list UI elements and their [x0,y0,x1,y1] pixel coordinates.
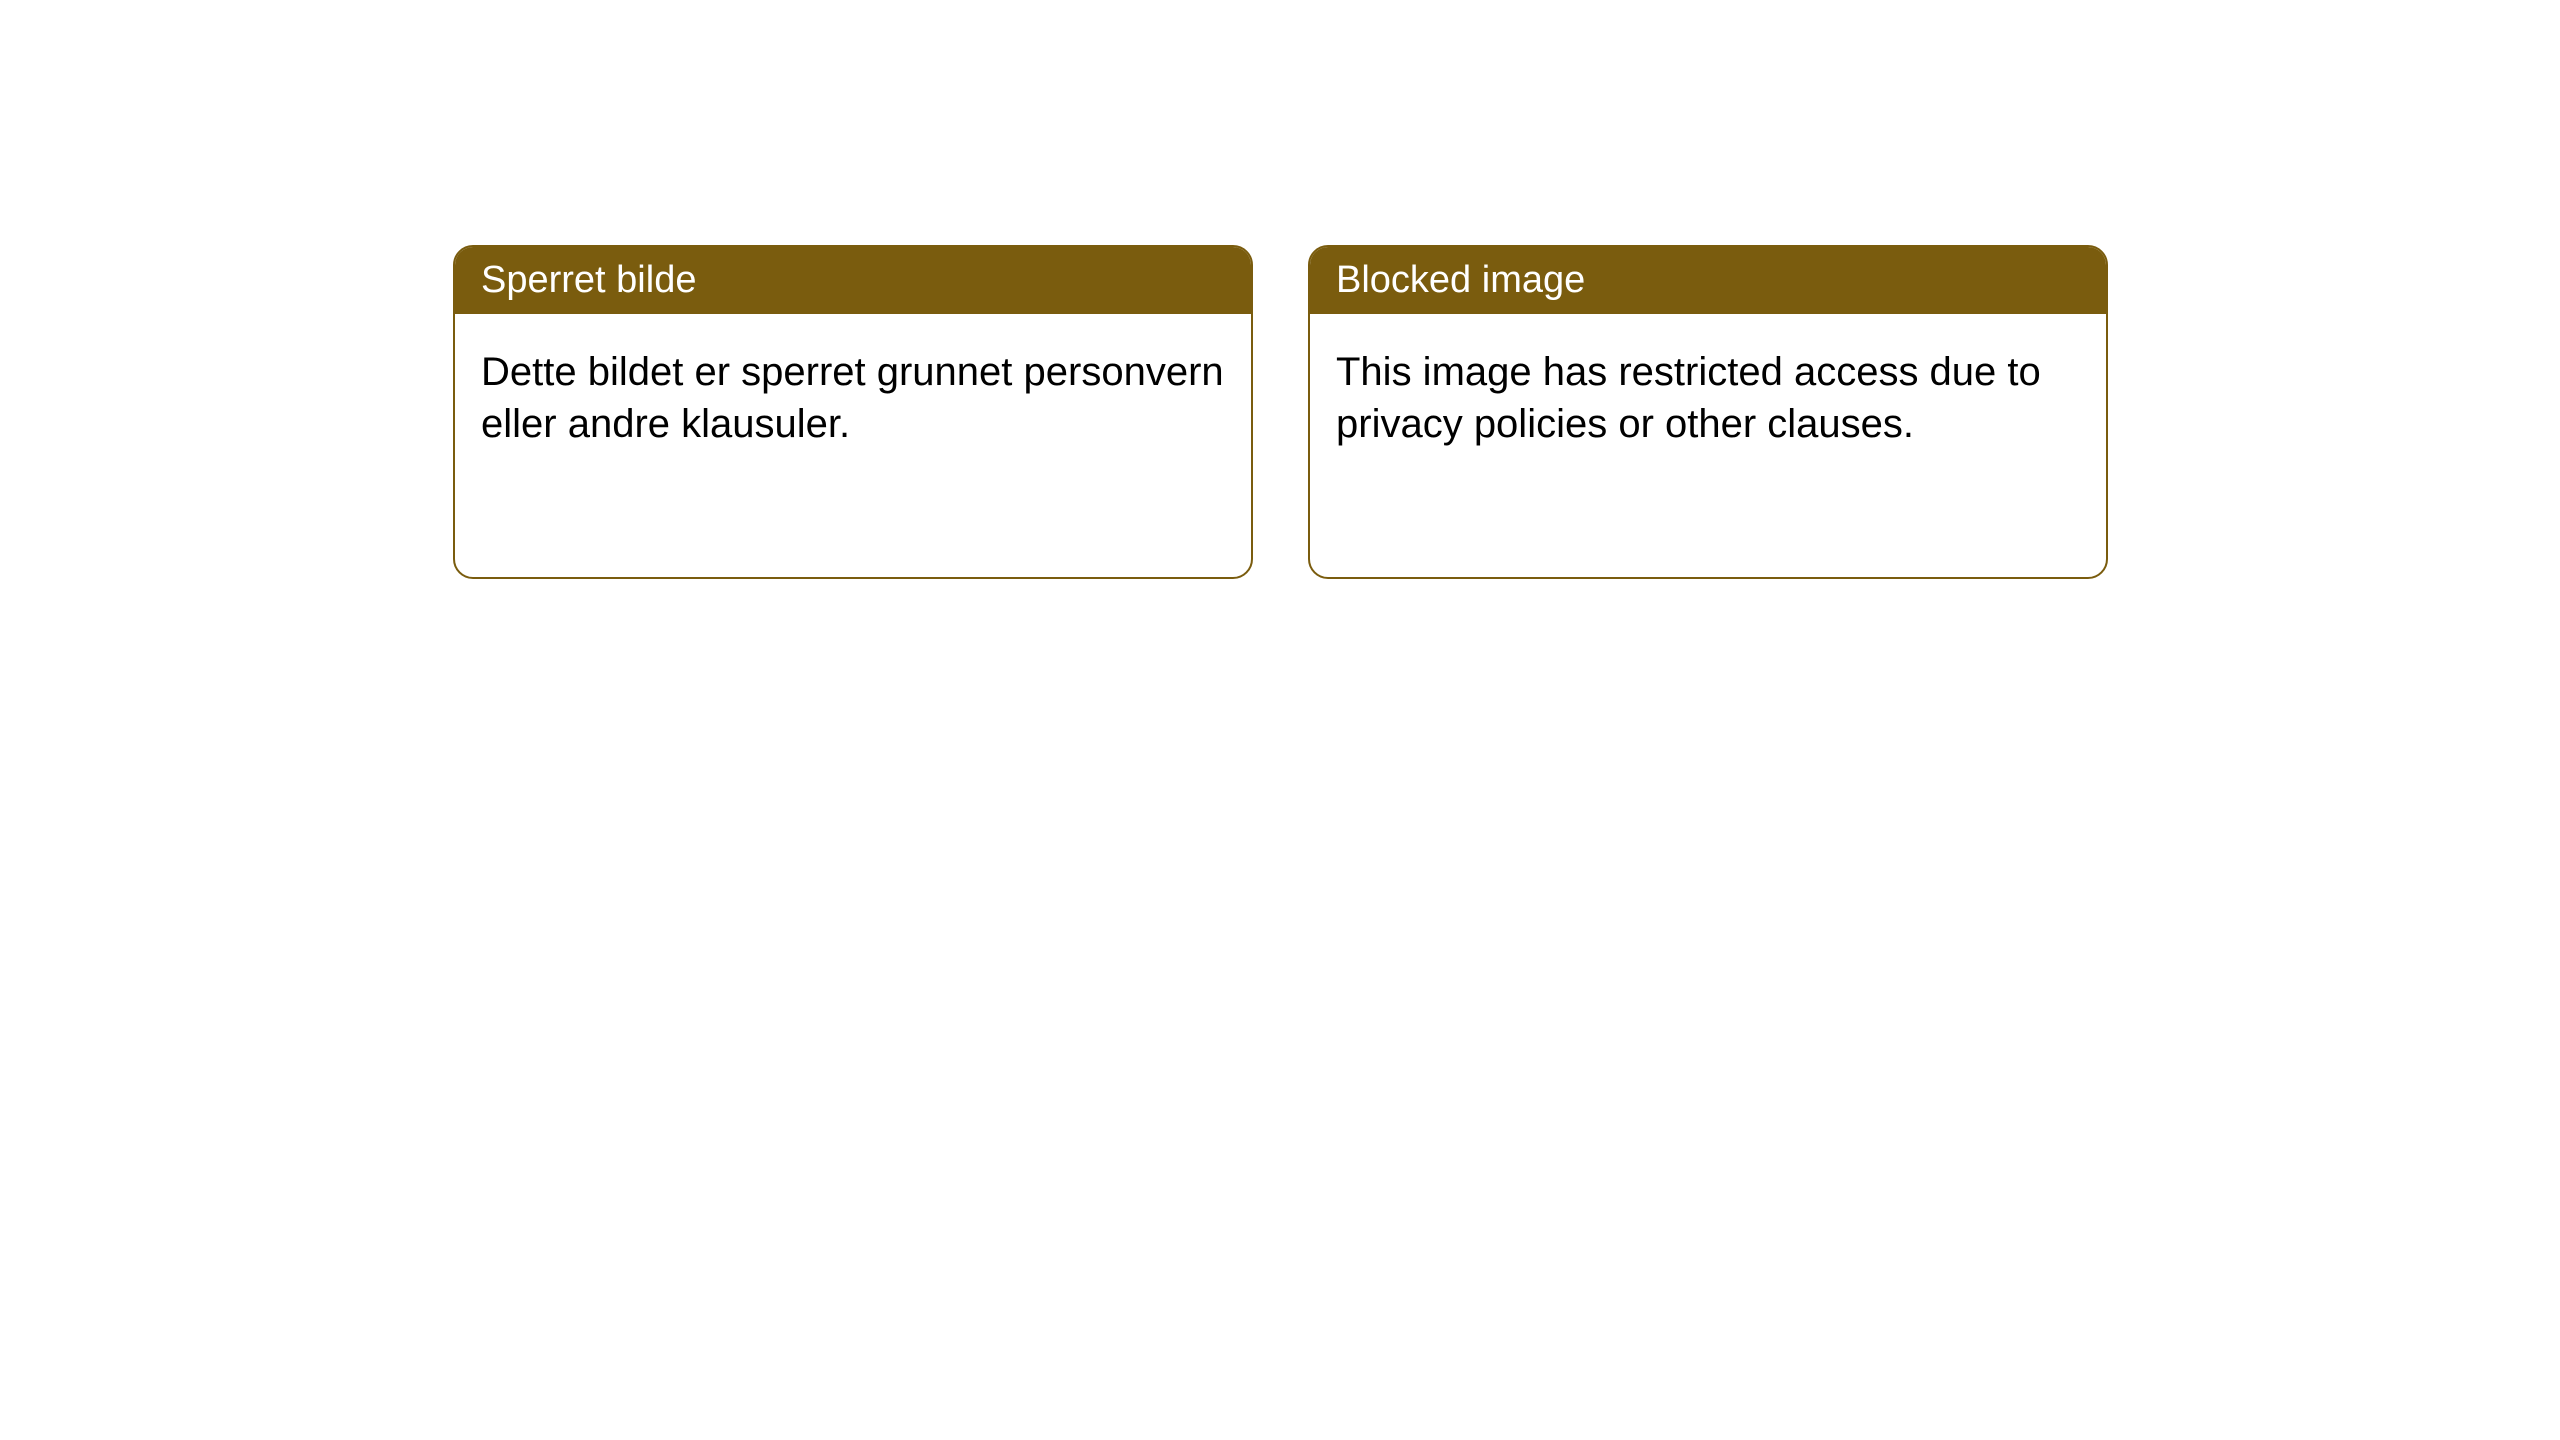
card-body-text: Dette bildet er sperret grunnet personve… [481,350,1224,446]
card-title: Sperret bilde [481,259,696,301]
card-header: Sperret bilde [455,247,1251,314]
notice-card-english: Blocked image This image has restricted … [1308,245,2108,579]
notice-card-norwegian: Sperret bilde Dette bildet er sperret gr… [453,245,1253,579]
notice-container: Sperret bilde Dette bildet er sperret gr… [453,245,2108,579]
card-body: Dette bildet er sperret grunnet personve… [455,314,1251,482]
card-body: This image has restricted access due to … [1310,314,2106,482]
card-body-text: This image has restricted access due to … [1336,350,2041,446]
card-title: Blocked image [1336,259,1585,301]
card-header: Blocked image [1310,247,2106,314]
